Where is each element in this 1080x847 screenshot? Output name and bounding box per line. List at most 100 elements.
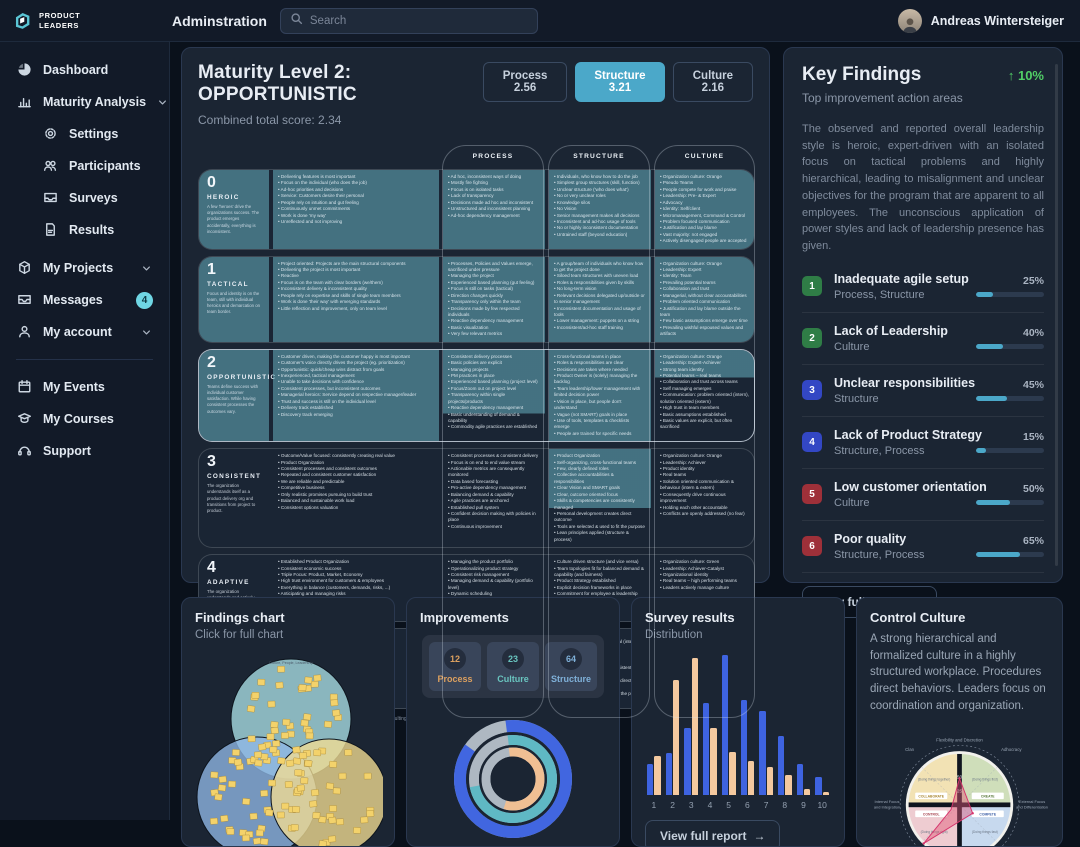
card-title: Survey results: [645, 610, 831, 625]
bullet: Decisions made by few respected individu…: [448, 306, 539, 319]
bullet: Inconsistent documentation and usage of …: [554, 306, 645, 319]
rank-badge: 4: [802, 432, 822, 452]
finding-percent: 50%: [976, 483, 1044, 495]
cell-process: Consistent processes & consistent delive…: [443, 449, 545, 547]
sidebar-item-surveys[interactable]: Surveys: [0, 182, 169, 214]
bullet: Commodity agile practices are establishe…: [448, 424, 539, 430]
sidebar-item-label: My Projects: [43, 261, 113, 275]
structure-bullets: Individuals, who know how to do the jobS…: [554, 174, 645, 238]
sidebar-item-results[interactable]: Results: [0, 214, 169, 246]
culture-bullets: Organization culture: GreenLeadership: A…: [660, 559, 750, 591]
bar-secondary: [804, 789, 810, 795]
sidebar-item-my-courses[interactable]: My Courses: [0, 403, 169, 435]
bar-secondary: [710, 728, 716, 795]
bullet: Managerial heroics: Service depend on re…: [278, 392, 433, 398]
finding-percent: 65%: [976, 535, 1044, 547]
cell-process: Ad hoc, inconsistent ways of doingMostly…: [443, 170, 545, 249]
x-tick-label: 5: [722, 800, 736, 810]
finding-tags: Structure: [834, 393, 964, 405]
culture-quadrant-chart[interactable]: 5025COLLABORATECREATECONTROLCOMPETE(Doin…: [870, 718, 1049, 847]
bullet: Experienced based planning (project leve…: [448, 379, 539, 385]
bullet: Vision in place, but people don't unders…: [554, 399, 645, 412]
bullet: Continuous improvement: [448, 524, 539, 530]
cell-culture: Organization culture: OrangeLeadership: …: [655, 449, 755, 547]
sidebar-item-my-projects[interactable]: My Projects: [0, 252, 169, 284]
bullet: Culture driven structure (and vice versa…: [554, 559, 645, 565]
sidebar-item-participants[interactable]: Participants: [0, 150, 169, 182]
svg-text:Internal Focus: Internal Focus: [874, 799, 899, 804]
general-bullets: Outcome/Value focused: consistently crea…: [278, 453, 433, 511]
bar-group-9: [797, 655, 811, 795]
sidebar-item-label: Surveys: [69, 191, 118, 205]
sidebar-item-support[interactable]: Support: [0, 435, 169, 467]
rank-badge: 6: [802, 536, 822, 556]
survey-view-full-report-button[interactable]: View full report →: [645, 820, 780, 847]
score-button-process[interactable]: Process 2.56: [483, 62, 567, 102]
level-name: CONSISTENT: [207, 473, 265, 480]
combined-score: Combined total score: 2.34: [198, 113, 483, 127]
x-tick-label: 7: [759, 800, 773, 810]
sidebar-item-my-account[interactable]: My account: [0, 316, 169, 348]
sidebar-item-maturity-analysis[interactable]: Maturity Analysis: [0, 86, 169, 118]
cell-culture: Organization culture: OrangeLeadership: …: [655, 350, 755, 441]
general-bullets: Project oriented: Projects are the main …: [278, 261, 433, 312]
search-box[interactable]: [280, 8, 538, 34]
bullet: Senior management makes all decisions: [554, 213, 645, 219]
distribution-bar-chart[interactable]: [647, 655, 829, 795]
culture-bullets: Organization culture: OrangeLeadership: …: [660, 261, 750, 338]
bullet: Processes, Policies and Values emerge, s…: [448, 261, 539, 274]
sidebar-item-settings[interactable]: Settings: [0, 118, 169, 150]
score-button-structure[interactable]: Structure 3.21: [575, 62, 665, 102]
svg-text:Culture, People, Leadership: Culture, People, Leadership: [269, 661, 314, 665]
process-bullets: Consistent delivery processesBasic polic…: [448, 354, 539, 431]
sidebar-item-dashboard[interactable]: Dashboard: [0, 54, 169, 86]
chevron-down-icon: [140, 262, 153, 275]
maturity-panel: Maturity Level 2: OPPORTUNISTIC Combined…: [181, 47, 770, 583]
cell-general: Customer driven, making the customer hap…: [273, 350, 439, 441]
rank-badge: 1: [802, 276, 822, 296]
bullet: Consistent options valuation: [278, 505, 433, 511]
score-button-culture[interactable]: Culture 2.16: [673, 62, 753, 102]
progress-track: [976, 448, 1044, 453]
general-bullets: Customer driven, making the customer hap…: [278, 354, 433, 418]
cube-icon: [17, 260, 33, 276]
bar-group-7: [759, 655, 773, 795]
sidebar-item-label: My Events: [43, 380, 105, 394]
process-bullets: Ad hoc, inconsistent ways of doingMostly…: [448, 174, 539, 219]
bar-secondary: [654, 756, 660, 795]
search-input[interactable]: [310, 15, 528, 27]
findings-chart-card[interactable]: Findings chart Click for full chart Cult…: [181, 597, 395, 847]
donut-chart[interactable]: [420, 704, 606, 847]
venn-chart[interactable]: Culture, People, Leadership: [195, 647, 381, 847]
level-name: ADAPTIVE: [207, 579, 265, 586]
svg-text:and Integration: and Integration: [874, 805, 900, 810]
cell-culture: Organization culture: OrangeLeadership: …: [655, 257, 755, 342]
sidebar-item-my-events[interactable]: My Events: [0, 371, 169, 403]
bar-group-2: [666, 655, 680, 795]
bar-primary: [666, 753, 672, 795]
chevron-down-icon: [140, 326, 153, 339]
bar-group-1: [647, 655, 661, 795]
scrollbar[interactable]: [1055, 64, 1058, 566]
search-icon: [290, 12, 303, 30]
user-menu[interactable]: Andreas Wintersteiger: [898, 9, 1080, 33]
